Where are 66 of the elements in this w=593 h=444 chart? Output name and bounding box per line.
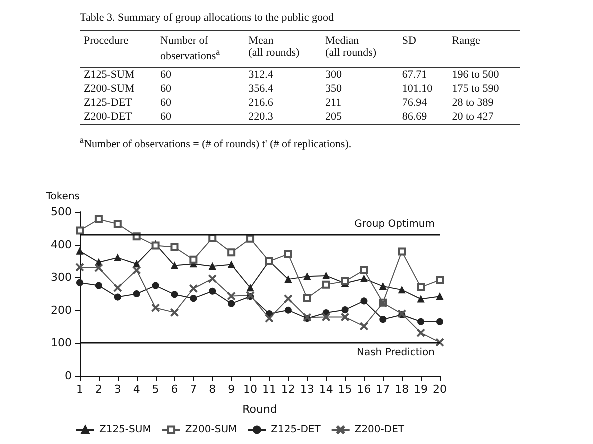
text: 60 bbox=[160, 82, 172, 96]
y-tick-label: 500 bbox=[51, 206, 72, 218]
text: $^{a}$Number of observations = (# of rounds) t' (# of replications). bbox=[80, 134, 353, 150]
text: 211 bbox=[324, 96, 343, 110]
text: 101.10 bbox=[401, 82, 434, 96]
text: Z125-SUM bbox=[83, 68, 136, 82]
text: 216.6 bbox=[248, 96, 274, 110]
text: 356.4 bbox=[248, 82, 274, 96]
text: Table 3. Summary of group allocations to the public good bbox=[80, 12, 336, 24]
y-tick-label: 100 bbox=[51, 336, 72, 350]
text: 300 bbox=[324, 68, 344, 82]
text: 60 bbox=[160, 68, 172, 82]
x-tick-label: 19 bbox=[414, 383, 428, 396]
x-tick-label: 11 bbox=[262, 383, 276, 396]
text: 196 to 500 bbox=[451, 68, 500, 82]
text: Mean (all rounds) bbox=[244, 30, 322, 68]
legend-label: Z125-SUM bbox=[99, 424, 152, 436]
x-tick-label: 6 bbox=[171, 383, 178, 396]
text: Number of observations$^{a}$ bbox=[156, 30, 245, 68]
text: Range bbox=[448, 30, 520, 68]
text: 60 bbox=[160, 96, 172, 110]
y-tick-label: 0 bbox=[65, 370, 72, 382]
text: Median (all rounds) bbox=[322, 30, 398, 68]
x-tick-label: 7 bbox=[190, 383, 198, 396]
ref-line-label: Nash Prediction bbox=[356, 348, 435, 359]
text: Z125-DET bbox=[83, 96, 134, 110]
x-tick-label: 17 bbox=[376, 383, 390, 396]
legend-label: Z200-DET bbox=[354, 424, 406, 436]
y-tick-label: 300 bbox=[51, 271, 72, 284]
text: 76.94 bbox=[401, 96, 428, 110]
x-tick-label: 3 bbox=[114, 383, 122, 396]
text: 175 to 590 bbox=[451, 82, 500, 96]
text: 20 to 427 bbox=[448, 110, 520, 124]
text: 60 bbox=[156, 110, 245, 124]
text: 67.71 bbox=[401, 68, 428, 82]
y-tick-label: 200 bbox=[51, 304, 72, 317]
y-tick-label: 400 bbox=[51, 238, 72, 252]
text: 28 to 389 bbox=[451, 96, 495, 110]
text: 312.4 bbox=[248, 68, 274, 82]
text: 205 bbox=[322, 110, 398, 124]
text: 220.3 bbox=[244, 110, 322, 124]
x-tick-label: 14 bbox=[319, 383, 334, 396]
x-tick-label: 15 bbox=[338, 383, 352, 396]
x-axis-title: Round bbox=[242, 403, 278, 416]
legend-label: Z125-DET bbox=[271, 424, 322, 436]
text: Procedure bbox=[80, 30, 156, 68]
x-tick-label: 12 bbox=[281, 383, 296, 396]
text: 86.69 bbox=[398, 110, 448, 124]
text: SD bbox=[398, 30, 448, 68]
x-tick-label: 4 bbox=[133, 383, 140, 396]
ref-line-label: Group Optimum bbox=[354, 218, 435, 230]
x-tick-label: 20 bbox=[433, 383, 447, 396]
x-tick-label: 8 bbox=[209, 383, 216, 396]
legend-label: Z200-SUM bbox=[185, 424, 238, 436]
x-tick-label: 9 bbox=[228, 383, 236, 396]
x-tick-label: 16 bbox=[357, 383, 372, 396]
x-tick-label: 5 bbox=[152, 383, 160, 396]
x-tick-label: 1 bbox=[76, 383, 84, 396]
text: 350 bbox=[324, 82, 344, 96]
y-axis-title: Tokens bbox=[45, 192, 80, 202]
text: Z200-SUM bbox=[83, 82, 136, 96]
x-tick-label: 13 bbox=[300, 383, 314, 396]
x-tick-label: 10 bbox=[244, 383, 258, 396]
text: Z200-DET bbox=[80, 110, 156, 124]
x-tick-label: 2 bbox=[95, 383, 102, 396]
x-tick-label: 18 bbox=[395, 383, 410, 396]
